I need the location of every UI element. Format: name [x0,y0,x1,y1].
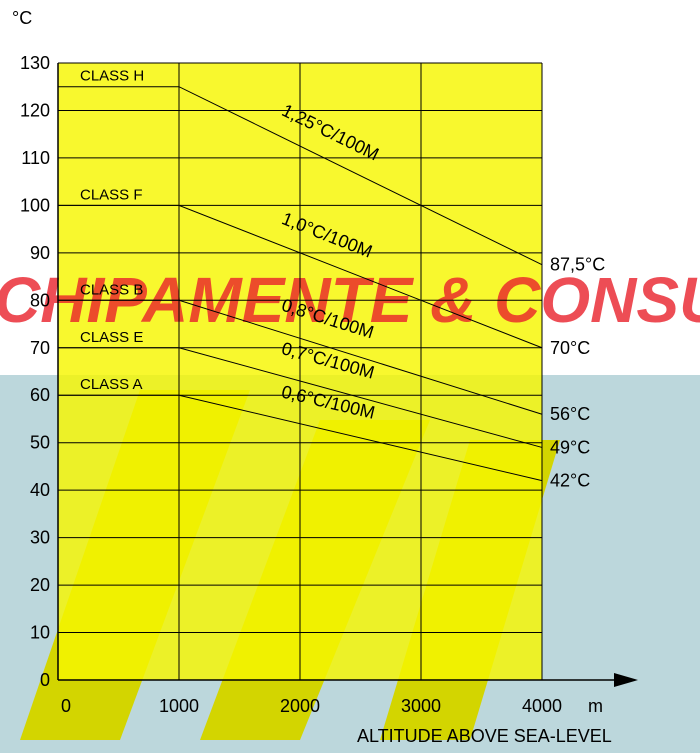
y-tick-label: 30 [30,528,50,548]
y-tick-label: 90 [30,243,50,263]
series-end-label: 42°C [550,471,590,491]
y-tick-label: 40 [30,480,50,500]
series-line [58,299,543,415]
y-axis-unit: °C [12,8,32,28]
x-axis-label: ALTITUDE ABOVE SEA-LEVEL [357,726,612,746]
series-class-label: CLASS A [80,376,143,393]
y-tick-label: 130 [20,53,50,73]
axes [57,63,638,687]
series-line [58,347,543,448]
series-class-label: CLASS F [80,186,143,203]
y-tick-label: 80 [30,290,50,310]
x-tick-label: 1000 [159,696,199,716]
series-line [58,394,543,482]
series-line [58,204,543,349]
series-end-label: 87,5°C [550,255,605,275]
series-line [58,86,543,266]
x-tick-label: 4000 [522,696,562,716]
y-tick-label: 70 [30,338,50,358]
series [58,86,543,482]
y-tick-label: 0 [40,670,50,690]
series-class-label: CLASS B [80,281,143,298]
y-tick-label: 100 [20,195,50,215]
y-tick-label: 120 [20,100,50,120]
x-axis-unit: m [588,696,603,716]
series-class-label: CLASS E [80,329,143,346]
series-end-label: 70°C [550,338,590,358]
x-axis-arrowhead [614,673,638,687]
x-tick-label: 2000 [280,696,320,716]
x-tick-label: 0 [61,696,71,716]
y-tick-label: 10 [30,623,50,643]
tick-labels: 0 10 20 30 40 50 60 70 80 90 100 110 120 130 0 1000 2000… [20,53,562,716]
y-tick-label: 20 [30,575,50,595]
series-class-label: CLASS H [80,68,144,85]
y-tick-label: 110 [21,148,50,168]
x-tick-label: 3000 [401,696,441,716]
y-tick-label: 50 [30,433,50,453]
series-end-label: 56°C [550,404,590,424]
series-end-label: 49°C [550,437,590,457]
y-tick-label: 60 [30,385,50,405]
